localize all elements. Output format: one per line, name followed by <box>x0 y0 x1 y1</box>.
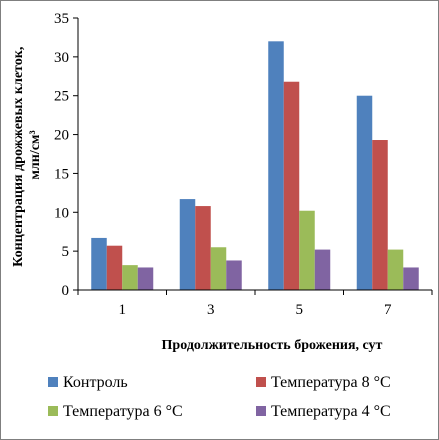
bars <box>91 41 419 291</box>
bar-3-3 <box>210 247 227 290</box>
y-tick-label: 5 <box>62 244 70 260</box>
legend-swatch <box>256 377 266 387</box>
bar-4-7 <box>403 267 419 290</box>
legend-swatch <box>48 406 58 416</box>
bar-2-3 <box>195 206 211 290</box>
x-tick-labels: 1 3 5 7 <box>77 290 433 318</box>
y-tick-labels: 0 5 10 15 20 25 30 35 <box>54 11 78 299</box>
x-tick-label: 7 <box>384 302 392 318</box>
y-tick-label: 25 <box>54 89 69 105</box>
x-tick-label: 1 <box>119 302 127 318</box>
legend-label: Температура 4 °С <box>271 403 391 420</box>
legend-label: Температура 6 °С <box>63 403 183 420</box>
x-tick-label: 5 <box>296 302 304 318</box>
bar-3-5 <box>299 210 315 290</box>
legend: Контроль Температура 8 °С Температура 6 °С… <box>48 374 391 420</box>
bar-4-5 <box>314 249 331 290</box>
legend-label: Контроль <box>63 374 128 391</box>
legend-swatch <box>256 406 266 416</box>
x-axis-label: Продолжительность брожения, сут <box>162 338 383 353</box>
y-axis-label-line1: Концентрация дрожжевых клеток, <box>11 47 26 267</box>
bar-1-7 <box>356 95 373 290</box>
y-tick-label: 30 <box>54 50 69 66</box>
y-tick-label: 20 <box>54 128 69 144</box>
bar-1-1 <box>91 237 107 290</box>
bar-2-7 <box>372 140 388 290</box>
y-axis-label-line2: млн/см³ <box>28 130 43 179</box>
bar-4-1 <box>137 267 154 290</box>
x-tick-label: 3 <box>207 302 215 318</box>
bar-1-3 <box>179 199 196 290</box>
legend-swatch <box>48 377 58 387</box>
y-axis-label: Концентрация дрожжевых клеток, млн/см³ <box>11 43 43 267</box>
bar-1-5 <box>268 41 284 290</box>
bar-2-5 <box>283 81 300 291</box>
bar-3-1 <box>122 265 138 290</box>
y-tick-label: 35 <box>54 11 69 27</box>
bar-4-3 <box>226 260 242 290</box>
y-tick-label: 15 <box>54 166 69 182</box>
y-tick-label: 10 <box>54 205 69 221</box>
bar-2-1 <box>106 245 123 290</box>
legend-label: Температура 8 °С <box>271 374 391 391</box>
bar-3-7 <box>387 249 404 290</box>
y-tick-label: 0 <box>62 283 70 299</box>
